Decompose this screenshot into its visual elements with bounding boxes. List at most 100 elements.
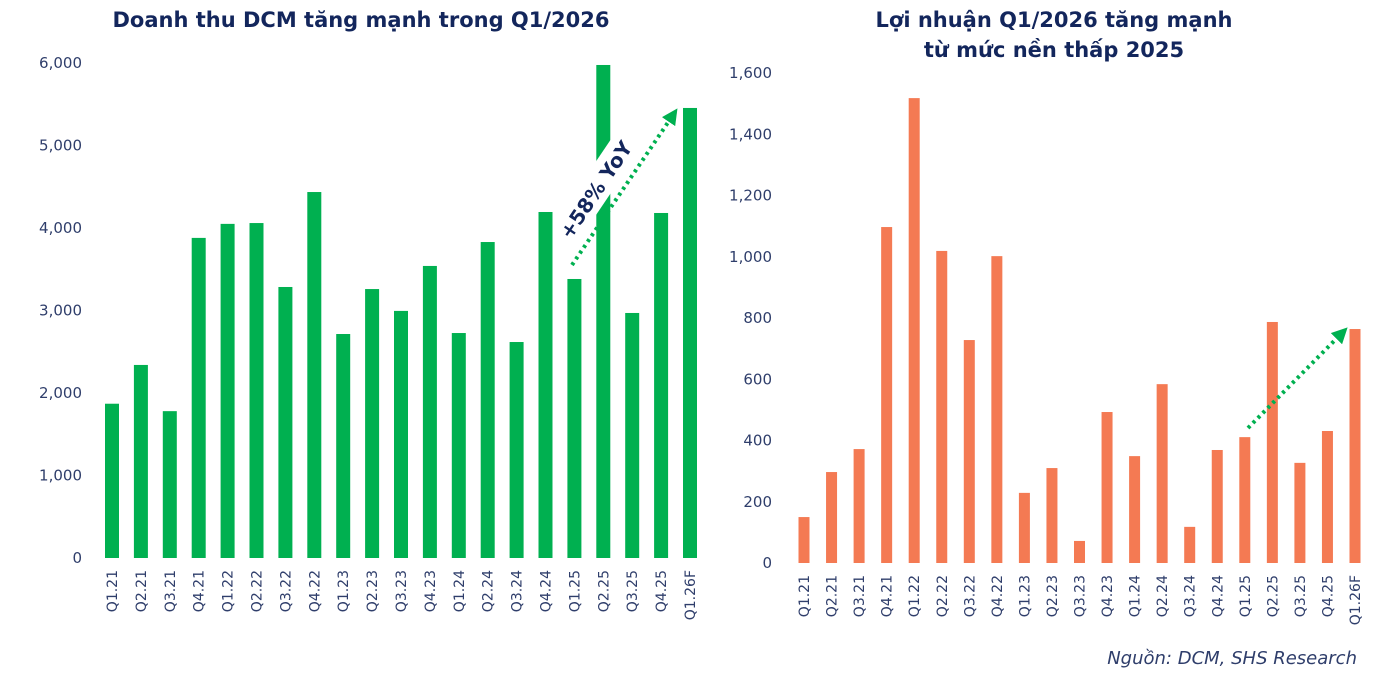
y-tick-label: 2,000	[39, 384, 82, 402]
bar	[1211, 449, 1223, 563]
y-tick-label: 200	[743, 493, 772, 511]
x-tick-label: Q4.24	[1210, 575, 1226, 617]
x-tick-label: Q3.23	[394, 570, 410, 612]
bar	[991, 256, 1003, 563]
y-tick-label: 800	[743, 309, 772, 327]
bar	[394, 310, 408, 558]
x-tick-label: Q4.25	[1320, 575, 1336, 617]
y-tick-label: 1,200	[729, 187, 772, 205]
bar	[1018, 492, 1030, 563]
bar	[798, 517, 810, 563]
y-tick-label: 1,400	[729, 125, 772, 143]
y-tick-label: 6,000	[39, 54, 82, 72]
bar	[1349, 329, 1361, 563]
x-tick-label: Q2.22	[250, 570, 266, 612]
y-tick-label: 1,600	[729, 64, 772, 82]
x-tick-label: Q1.23	[1017, 575, 1033, 617]
x-tick-label: Q4.22	[990, 575, 1006, 617]
x-tick-label: Q3.25	[625, 570, 641, 612]
x-tick-label: Q4.23	[1100, 575, 1116, 617]
x-tick-label: Q2.21	[825, 575, 841, 617]
x-tick-label: Q3.22	[278, 570, 294, 612]
bar	[908, 98, 920, 564]
x-tick-label: Q3.21	[852, 575, 868, 617]
x-tick-label: Q2.25	[1265, 575, 1281, 617]
bar	[936, 250, 948, 563]
x-tick-label: Q1.21	[105, 570, 121, 612]
bar	[336, 334, 351, 558]
y-tick-label: 0	[762, 554, 772, 572]
right-chart-title-line1: Lợi nhuận Q1/2026 tăng mạnh	[876, 8, 1233, 32]
x-tick-label: Q1.24	[452, 570, 468, 612]
bar	[1156, 384, 1168, 563]
y-tick-label: 1,000	[39, 467, 82, 485]
x-tick-label: Q1.21	[797, 575, 813, 617]
x-tick-label: Q4.21	[880, 575, 896, 617]
bar	[307, 192, 322, 558]
bar	[278, 286, 293, 558]
x-tick-label: Q1.26F	[683, 570, 699, 620]
bar	[826, 472, 838, 563]
x-tick-label: Q4.25	[654, 570, 670, 612]
bar	[162, 411, 177, 558]
x-tick-label: Q2.24	[1155, 575, 1171, 617]
bar	[249, 223, 264, 559]
bar	[683, 107, 697, 559]
x-tick-label: Q3.23	[1073, 575, 1089, 617]
bar	[509, 342, 524, 558]
bar	[625, 312, 640, 558]
bar	[1046, 468, 1058, 563]
bar	[1101, 412, 1113, 563]
y-tick-label: 4,000	[39, 219, 82, 237]
trend-arrow	[570, 108, 678, 267]
bar	[1184, 526, 1196, 563]
x-tick-label: Q1.23	[336, 570, 352, 612]
bar	[881, 227, 893, 563]
y-tick-label: 0	[72, 549, 82, 567]
y-tick-label: 400	[743, 432, 772, 450]
x-tick-label: Q2.23	[365, 570, 381, 612]
bar	[451, 333, 466, 558]
bar	[220, 223, 235, 558]
bar	[422, 265, 437, 558]
x-tick-label: Q4.23	[423, 570, 439, 612]
bar	[567, 278, 582, 558]
x-tick-label: Q3.24	[1183, 575, 1199, 617]
y-tick-label: 600	[743, 370, 772, 388]
x-tick-label: Q1.25	[1238, 575, 1254, 617]
x-tick-label: Q1.26F	[1348, 575, 1364, 625]
x-tick-label: Q2.22	[935, 575, 951, 617]
x-tick-label: Q1.24	[1128, 575, 1144, 617]
right-chart: 0 200 400 600 800 1,000 1,200 1,400 1,600 Q1.21 Q2…	[729, 64, 1364, 625]
x-tick-label: Q1.22	[221, 570, 237, 612]
source-note: Nguồn: DCM, SHS Research	[1107, 648, 1357, 669]
bar	[1321, 431, 1333, 563]
trend-arrow	[1246, 327, 1348, 430]
annotation-bg	[554, 139, 636, 240]
x-tick-label: Q2.24	[481, 570, 497, 612]
x-tick-label: Q3.21	[163, 570, 179, 612]
bar	[1294, 462, 1306, 563]
left-chart-title: Doanh thu DCM tăng mạnh trong Q1/2026	[112, 8, 609, 32]
x-tick-label: Q1.22	[907, 575, 923, 617]
bar	[133, 364, 148, 558]
bar	[963, 340, 975, 563]
bar	[365, 289, 380, 558]
y-tick-label: 1,000	[729, 248, 772, 266]
bar	[105, 403, 119, 558]
bar	[538, 211, 553, 558]
bar	[480, 242, 495, 558]
x-tick-label: Q3.24	[510, 570, 526, 612]
left-chart: 0 1,000 2,000 3,000 4,000 5,000 6,000 Q1.21 Q2.2…	[39, 54, 699, 620]
bar	[191, 237, 206, 558]
bar	[1239, 437, 1251, 563]
x-tick-label: Q2.23	[1045, 575, 1061, 617]
x-tick-label: Q3.22	[962, 575, 978, 617]
bar	[1266, 321, 1278, 563]
x-tick-label: Q2.25	[596, 570, 612, 612]
bar	[853, 449, 865, 563]
x-tick-label: Q4.22	[307, 570, 323, 612]
x-tick-label: Q4.24	[539, 570, 555, 612]
y-tick-label: 5,000	[39, 137, 82, 155]
right-chart-title-line2: từ mức nền thấp 2025	[924, 38, 1184, 62]
